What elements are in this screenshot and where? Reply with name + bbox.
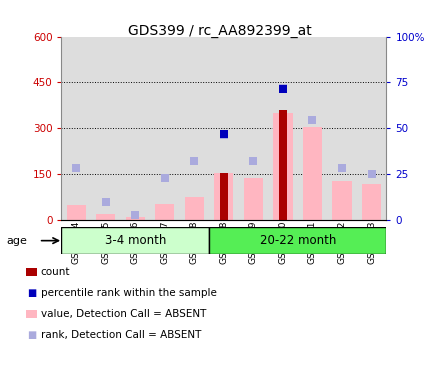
Point [279,86,286,92]
Point [131,212,138,218]
Bar [61,37,91,220]
Bar [268,37,297,220]
Point [220,131,227,137]
Point [102,199,109,205]
Bar [326,37,356,220]
Bar [332,180,351,220]
Bar [273,113,292,220]
Bar [184,197,204,220]
Bar [278,111,286,220]
Text: 3-4 month: 3-4 month [104,234,166,247]
Bar [120,37,150,220]
Point [161,175,168,180]
Text: ■: ■ [27,288,36,298]
Bar [67,205,86,220]
Point [73,165,80,171]
Point [191,158,198,164]
Text: rank, Detection Call = ABSENT: rank, Detection Call = ABSENT [41,330,201,340]
Bar [91,37,120,220]
Point [338,165,345,171]
Bar [61,227,208,254]
Point [279,85,286,91]
Bar [96,214,115,220]
Bar [219,173,228,220]
Bar [297,37,326,220]
Bar [179,37,208,220]
Text: percentile rank within the sample: percentile rank within the sample [41,288,216,298]
Bar [155,204,174,220]
Bar [356,37,385,220]
Bar [302,127,321,220]
Bar [238,37,268,220]
Bar [150,37,179,220]
Bar [361,184,380,220]
Point [220,132,227,138]
Bar [125,217,145,220]
Text: age: age [7,236,28,246]
Text: GDS399 / rc_AA892399_at: GDS399 / rc_AA892399_at [127,24,311,38]
Point [367,172,374,178]
Bar [208,37,238,220]
Text: count: count [41,266,70,277]
Text: value, Detection Call = ABSENT: value, Detection Call = ABSENT [41,309,206,319]
Text: ■: ■ [27,330,36,340]
Text: 20-22 month: 20-22 month [259,234,335,247]
Point [308,117,315,123]
Point [249,158,256,164]
Bar [208,227,385,254]
Bar [214,173,233,220]
Bar [243,178,262,220]
